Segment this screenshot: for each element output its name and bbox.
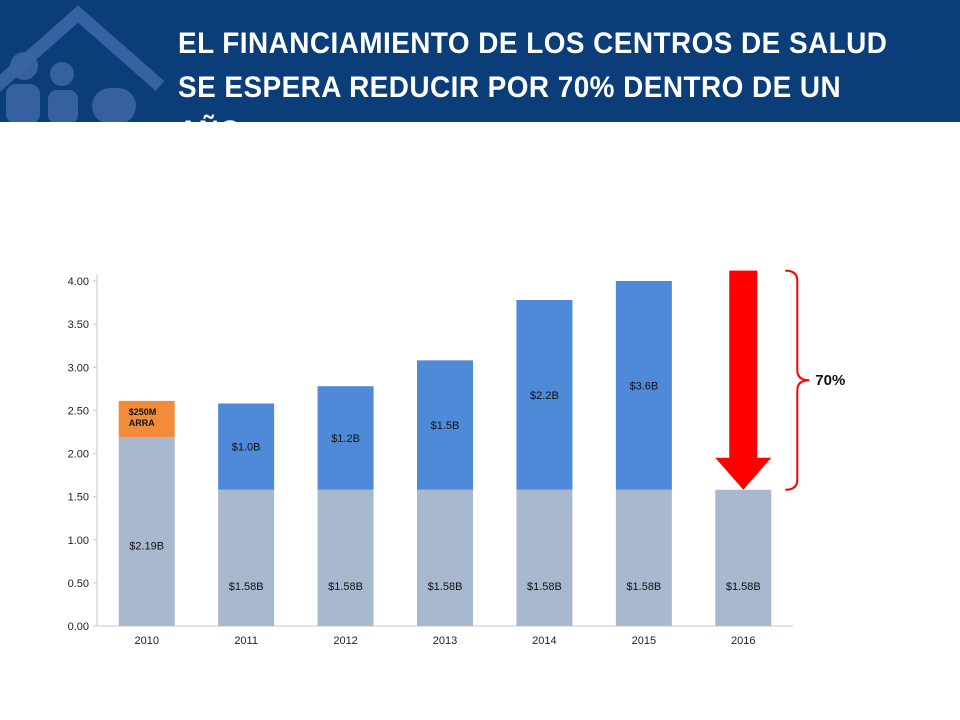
bar-top-2012 [317, 386, 374, 490]
y-tick-label: 2.00 [68, 449, 89, 461]
bar-base-2015 [615, 489, 672, 626]
bar-base-2012 [317, 489, 374, 626]
y-tick-label: 0.00 [68, 621, 89, 633]
bar-top-label: $2.2B [530, 390, 559, 402]
x-tick-label: 2016 [731, 635, 755, 647]
bar-top-2015 [615, 281, 672, 490]
house-people-logo-icon [0, 5, 165, 122]
header-banner: EL FINANCIAMIENTO DE LOS CENTROS DE SALU… [0, 0, 960, 122]
y-tick-label: 2.50 [68, 405, 89, 417]
bar-base-2011 [218, 489, 275, 626]
y-tick-label: 4.00 [68, 276, 89, 288]
bar-base-label: $1.58B [328, 581, 363, 593]
bar-top-label: $250M [129, 407, 157, 417]
bar-base-2016 [715, 489, 772, 626]
down-arrow-icon [715, 270, 772, 490]
bar-base-label: $1.58B [229, 581, 264, 593]
y-tick-label: 3.00 [68, 362, 89, 374]
x-tick-label: 2013 [433, 635, 457, 647]
x-tick-label: 2015 [632, 635, 656, 647]
y-tick-label: 3.50 [68, 319, 89, 331]
bracket-icon [785, 269, 810, 491]
bar-top-2011 [218, 403, 275, 490]
bar-top-2013 [417, 360, 473, 490]
y-tick-label: 0.50 [68, 578, 89, 590]
bar-base-2013 [417, 489, 473, 626]
x-tick-label: 2012 [333, 635, 357, 647]
x-tick-label: 2010 [134, 635, 158, 647]
page-title: EL FINANCIAMIENTO DE LOS CENTROS DE SALU… [178, 27, 888, 122]
bar-base-label: $2.19B [129, 541, 164, 553]
bar-base-2014 [516, 489, 573, 626]
bar-top-label: $1.2B [331, 433, 360, 445]
bar-base-label: $1.58B [527, 581, 562, 593]
annotation-label: 70% [815, 372, 845, 389]
y-tick-label: 1.00 [68, 535, 89, 547]
x-tick-label: 2014 [532, 635, 556, 647]
bar-top-2014 [516, 299, 573, 490]
bar-top-2010 [118, 400, 175, 438]
bar-base-label: $1.58B [428, 581, 463, 593]
x-tick-label: 2011 [234, 635, 258, 647]
bar-top-label: $3.6B [629, 380, 658, 392]
bar-base-label: $1.58B [726, 581, 761, 593]
y-tick-label: 1.50 [68, 492, 89, 504]
bar-top-label: $1.5B [431, 420, 460, 432]
bar-top-label: ARRA [129, 418, 155, 428]
bar-top-label: $1.0B [232, 442, 261, 454]
bar-base-label: $1.58B [626, 581, 661, 593]
bar-base-2010 [118, 437, 175, 626]
